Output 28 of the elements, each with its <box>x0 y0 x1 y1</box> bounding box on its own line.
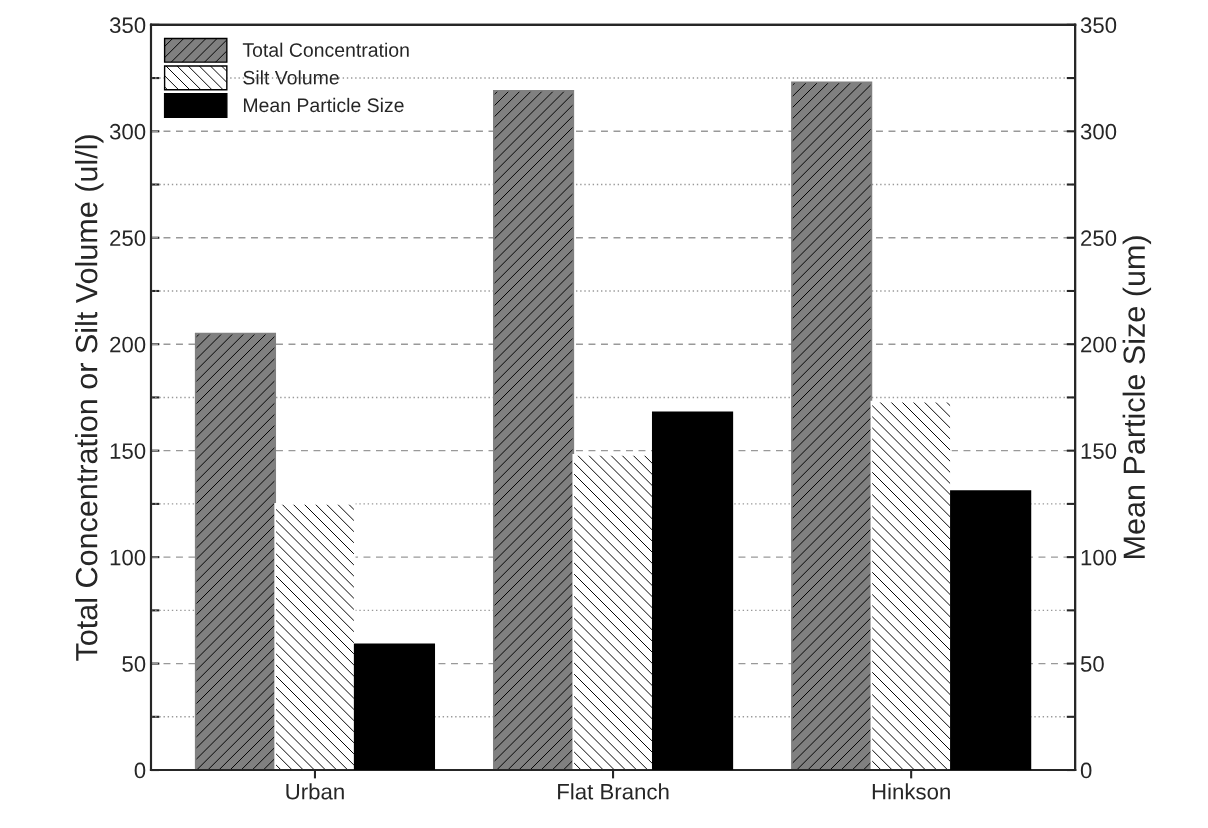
y-tick-label: 200 <box>110 336 146 353</box>
x-tick-label: Hinkson <box>872 783 950 800</box>
x-tick-label: Flat Branch <box>558 783 669 800</box>
bar <box>492 90 575 771</box>
y2-tick-label: 0 <box>1080 762 1092 779</box>
bar <box>194 332 277 771</box>
y-axis-title: Total Concentration or Silt Volume (ul/l) <box>75 135 104 661</box>
y2-tick-label: 100 <box>1081 549 1117 566</box>
y-tick-label: 150 <box>110 443 146 459</box>
bar <box>791 81 873 771</box>
y2-axis-title: Mean Particle Size (um) <box>1122 236 1152 558</box>
legend-label: Silt Volume <box>243 70 339 85</box>
y-tick-label: 250 <box>110 230 146 247</box>
y2-tick-label: 150 <box>1081 443 1117 459</box>
y2-tick-label: 50 <box>1080 656 1104 672</box>
bar <box>274 503 356 771</box>
y-tick-label: 0 <box>134 762 146 779</box>
legend-label: Mean Particle Size <box>243 97 404 113</box>
y-tick-label: 50 <box>122 656 146 672</box>
x-tick-label: Urban <box>286 783 344 800</box>
y2-tick-label: 350 <box>1080 17 1117 34</box>
y2-tick-label: 200 <box>1081 336 1117 353</box>
y-tick-label: 100 <box>110 549 146 566</box>
y-tick-label: 300 <box>109 123 146 140</box>
y2-tick-label: 250 <box>1081 230 1117 247</box>
legend-label: Total Concentration <box>242 42 409 57</box>
y2-tick-label: 300 <box>1080 123 1117 140</box>
y-tick-label: 350 <box>109 17 146 34</box>
